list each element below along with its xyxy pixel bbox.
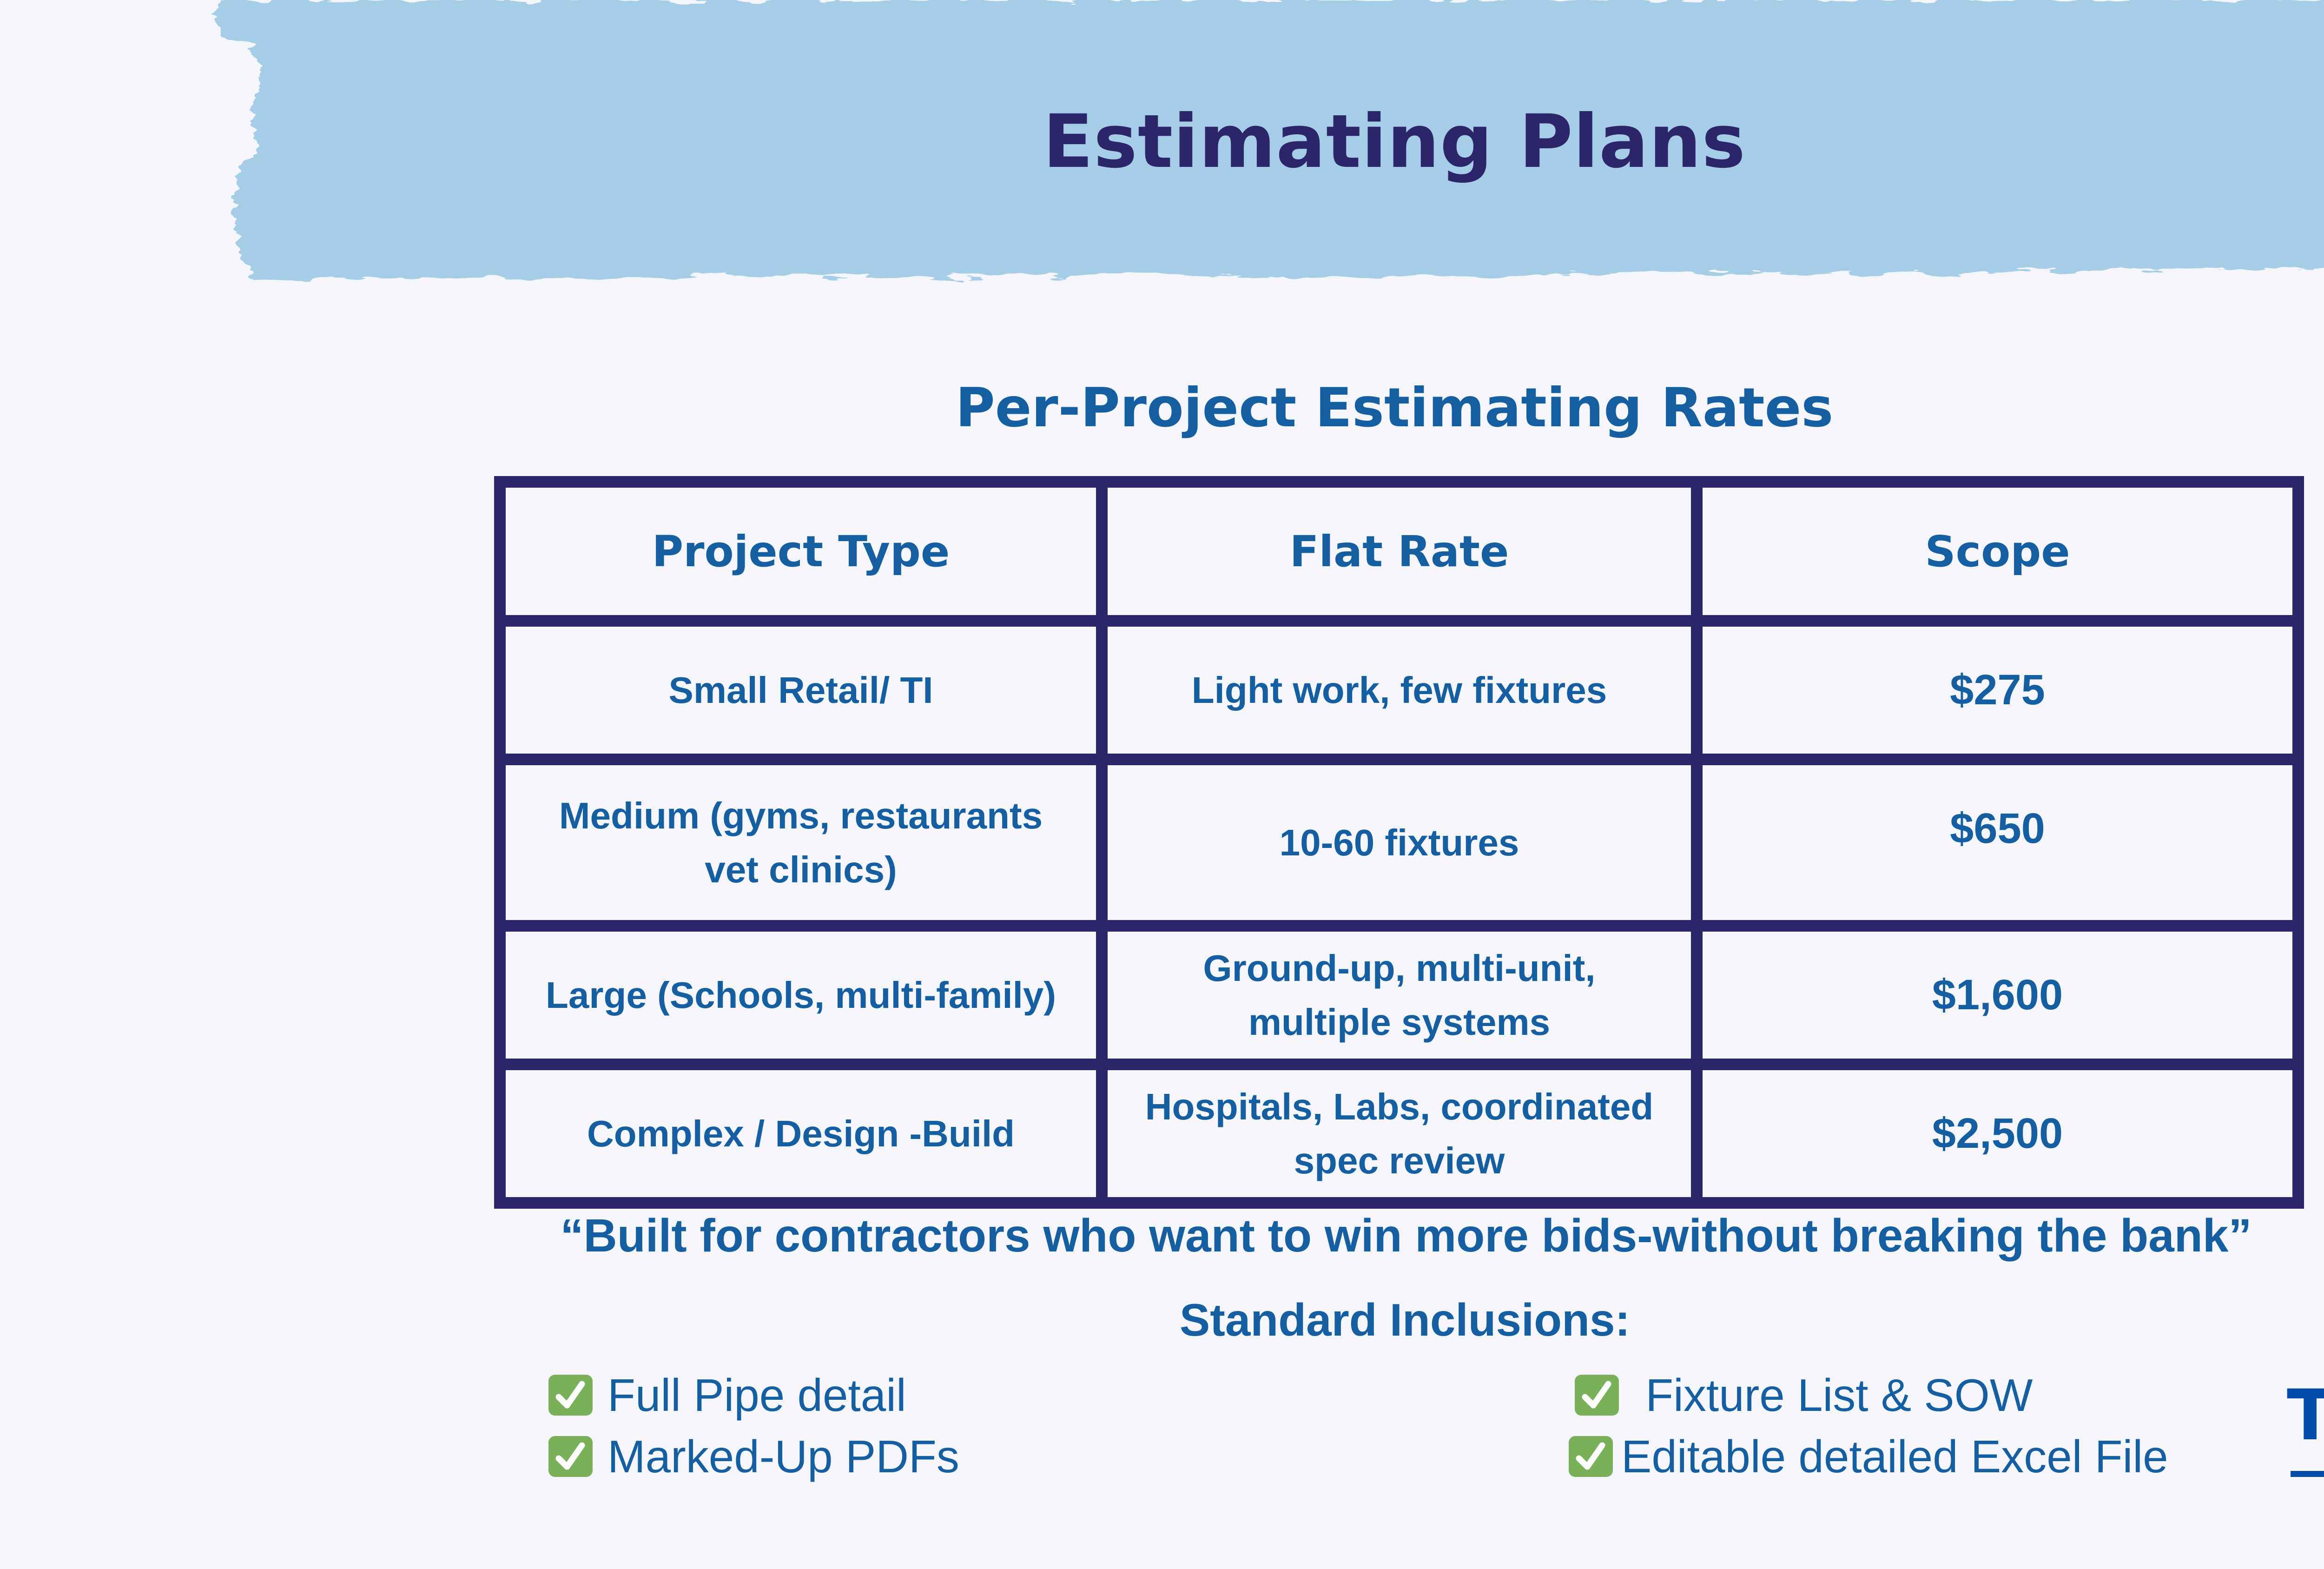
rates-table: Project Type Flat Rate Scope Small Retai…	[494, 476, 2304, 1209]
tagline-quote: “Built for contractors who want to win m…	[560, 1210, 2252, 1262]
inclusion-item: Editable detailed Excel File	[1569, 1434, 2168, 1479]
logo-wordmark: TAKE-OFFS	[2287, 1381, 2324, 1450]
table-header-row: Project Type Flat Rate Scope	[494, 476, 2304, 627]
cell-flat-rate: 10-60 fixtures	[1096, 754, 1703, 932]
arrow-right-icon	[2291, 1471, 2324, 1477]
check-box-icon	[1575, 1375, 1619, 1416]
section-subtitle: Per-Project Estimating Rates	[955, 377, 1834, 439]
inclusion-item: Marked-Up PDFs	[548, 1434, 959, 1479]
cell-scope: $2,500	[1691, 1059, 2304, 1209]
cell-project-type: Medium (gyms, restaurants vet clinics)	[494, 754, 1108, 932]
column-header-scope: Scope	[1691, 476, 2304, 627]
table-row: Small Retail/ TI Light work, few fixture…	[494, 615, 2304, 765]
cell-scope: $275	[1691, 615, 2304, 765]
cell-scope: $1,600	[1691, 920, 2304, 1070]
check-box-icon	[548, 1436, 593, 1477]
cell-flat-rate: Ground-up, multi-unit, multiple systems	[1096, 920, 1703, 1070]
cell-scope: $650	[1691, 754, 2304, 932]
inclusion-item: Fixture List & SOW	[1575, 1372, 2033, 1418]
brush-stroke-banner	[214, 0, 2324, 281]
column-header-project-type: Project Type	[494, 476, 1108, 627]
inclusion-item: Full Pipe detail	[548, 1372, 906, 1418]
cell-flat-rate: Light work, few fixtures	[1096, 615, 1703, 765]
cell-project-type: Large (Schools, multi-family)	[494, 920, 1108, 1070]
inclusion-label: Marked-Up PDFs	[607, 1431, 959, 1482]
table-row: Large (Schools, multi-family) Ground-up,…	[494, 920, 2304, 1070]
table-row: Complex / Design -Build Hospitals, Labs,…	[494, 1059, 2304, 1209]
inclusions-title: Standard Inclusions:	[1179, 1294, 1631, 1345]
inclusion-label: Editable detailed Excel File	[1621, 1431, 2168, 1482]
cell-project-type: Small Retail/ TI	[494, 615, 1108, 765]
cell-flat-rate: Hospitals, Labs, coordinated spec review	[1096, 1059, 1703, 1209]
cell-project-type: Complex / Design -Build	[494, 1059, 1108, 1209]
page-title: Estimating Plans	[1043, 99, 1746, 185]
check-box-icon	[1569, 1436, 1613, 1477]
check-box-icon	[548, 1375, 593, 1416]
table-row: Medium (gyms, restaurants vet clinics) 1…	[494, 754, 2304, 932]
column-header-flat-rate: Flat Rate	[1096, 476, 1703, 627]
inclusion-label: Full Pipe detail	[607, 1370, 906, 1421]
inclusion-label: Fixture List & SOW	[1633, 1370, 2033, 1421]
